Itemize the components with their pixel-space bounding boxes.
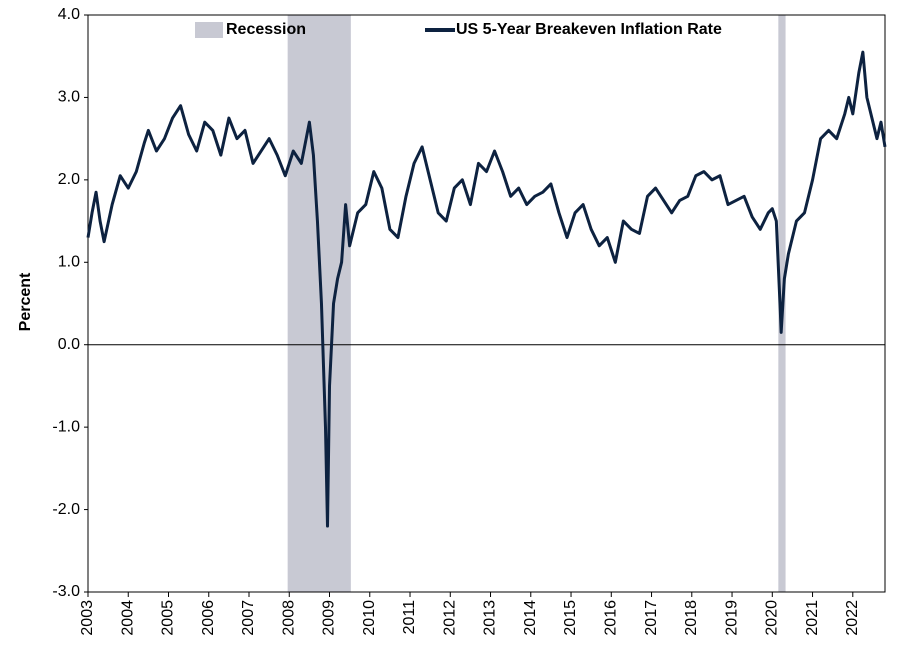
legend-swatch xyxy=(195,22,223,38)
x-tick-label: 2010 xyxy=(361,600,378,636)
series-line xyxy=(86,50,887,528)
x-tick-label: 2022 xyxy=(844,600,861,636)
legend-label: Recession xyxy=(226,21,306,38)
x-tick-label: 2007 xyxy=(240,600,257,636)
x-tick-label: 2020 xyxy=(764,600,781,636)
y-tick-label: 4.0 xyxy=(58,6,80,23)
y-tick-label: -3.0 xyxy=(52,583,80,600)
x-tick-label: 2019 xyxy=(723,600,740,636)
y-tick-label: -2.0 xyxy=(52,501,80,518)
x-tick-label: 2016 xyxy=(603,600,620,636)
y-tick-label: 3.0 xyxy=(58,89,80,106)
plot-frame xyxy=(87,14,886,593)
y-axis-label: Percent xyxy=(17,272,34,331)
x-tick-label: 2017 xyxy=(643,600,660,636)
recession-band xyxy=(287,15,351,592)
x-tick-label: 2014 xyxy=(522,600,539,636)
x-tick-label: 2018 xyxy=(683,600,700,636)
legend-label: US 5-Year Breakeven Inflation Rate xyxy=(456,21,722,38)
x-tick-label: 2006 xyxy=(200,600,217,636)
x-tick-label: 2015 xyxy=(562,600,579,636)
x-tick-label: 2011 xyxy=(401,600,418,635)
x-tick-label: 2012 xyxy=(441,600,458,636)
y-tick-label: 1.0 xyxy=(58,254,80,271)
x-tick-label: 2004 xyxy=(119,600,136,636)
y-tick-label: 0.0 xyxy=(58,336,80,353)
x-tick-label: 2013 xyxy=(482,600,499,636)
x-tick-label: 2021 xyxy=(804,600,821,636)
x-tick-label: 2009 xyxy=(321,600,338,636)
x-tick-label: 2005 xyxy=(160,600,177,636)
x-tick-label: 2008 xyxy=(280,600,297,636)
y-tick-label: -1.0 xyxy=(52,418,80,435)
x-tick-label: 2003 xyxy=(79,600,96,636)
y-tick-label: 2.0 xyxy=(58,171,80,188)
